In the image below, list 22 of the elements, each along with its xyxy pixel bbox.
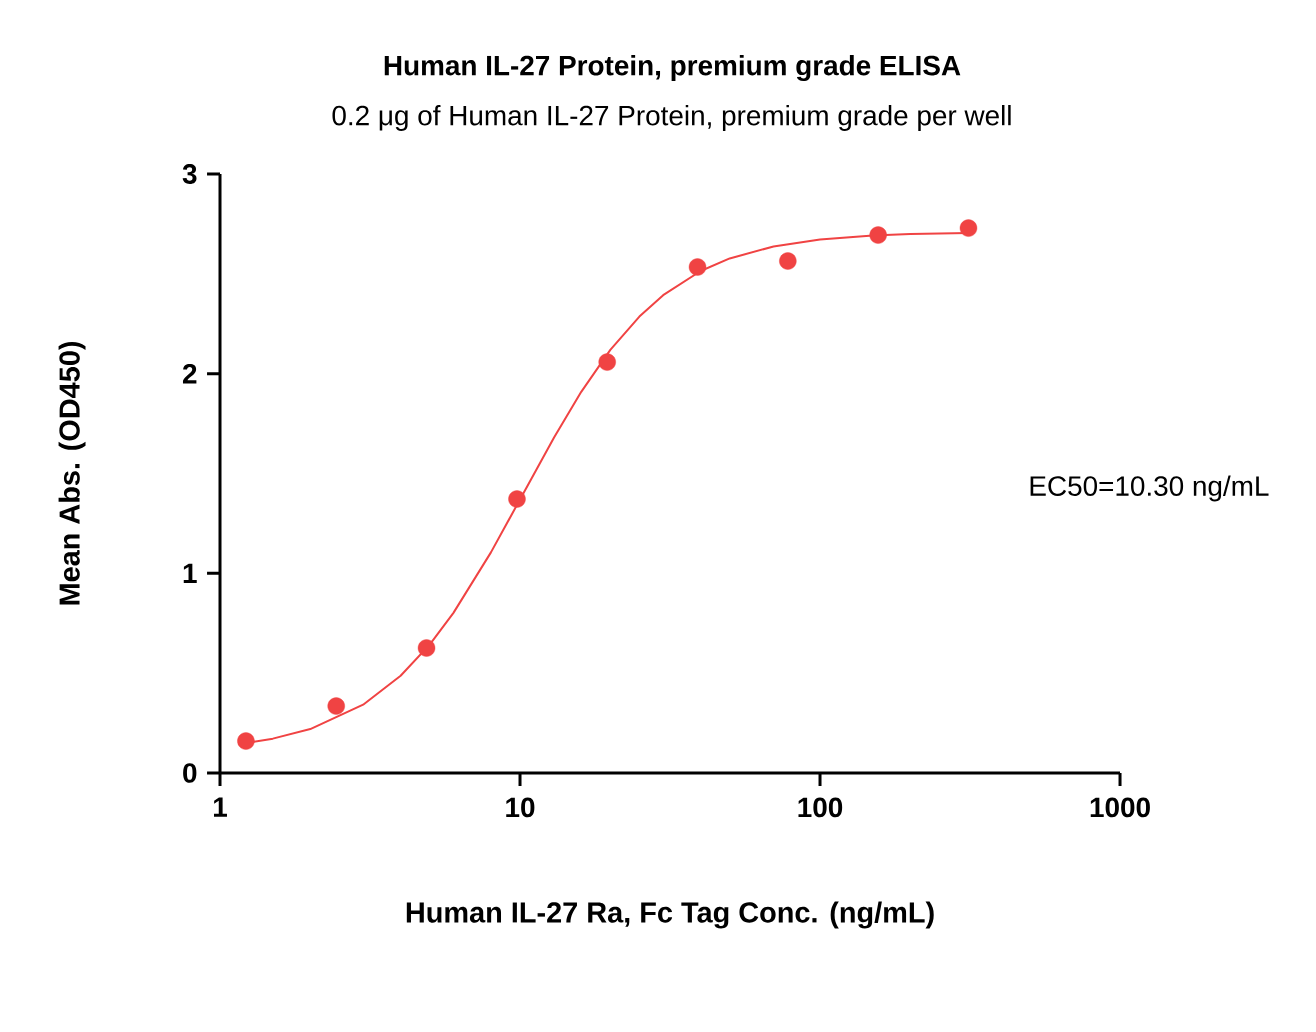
y-tick-label: 2 — [182, 363, 197, 384]
point — [779, 252, 797, 270]
point — [959, 219, 978, 237]
y-tick-label: 1 — [183, 563, 197, 583]
y-axis-title: Mean Abs. (OD450) — [58, 341, 86, 605]
annotation: EC50=10.30 ng/mL — [1030, 475, 1269, 502]
point — [508, 490, 526, 508]
x-tick-label: 1 — [214, 797, 227, 817]
x-axis-title: Human IL-27 Ra, Fc Tag Conc. (ng/mL) — [406, 901, 934, 929]
y-tick-label: 3 — [182, 164, 197, 184]
x-tick-label: 10 — [506, 797, 535, 818]
x-tick-label: 100 — [798, 797, 843, 818]
point — [688, 258, 707, 276]
chart-subtitle: 0.2 μg of Human IL-27 Protein, premium grade per well — [332, 105, 1011, 131]
point — [417, 639, 436, 657]
point — [598, 353, 616, 371]
y-tick-label: 0 — [183, 763, 197, 783]
x-tick-label: 1000 — [1090, 797, 1150, 818]
point — [237, 732, 255, 750]
point — [327, 697, 345, 715]
point — [869, 226, 887, 244]
chart-title: Human IL-27 Protein, premium grade ELISA — [384, 54, 961, 82]
